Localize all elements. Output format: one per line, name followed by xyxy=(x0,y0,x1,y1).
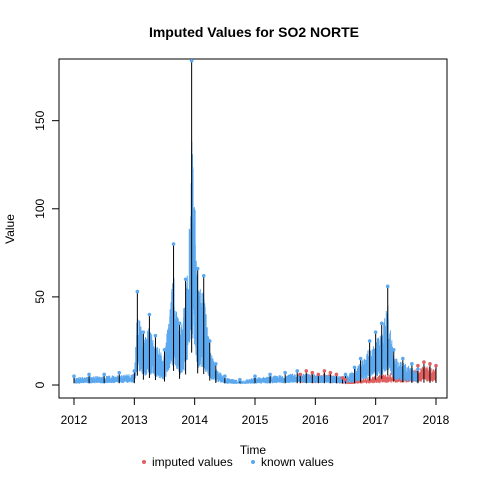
data-point xyxy=(343,372,348,377)
data-point xyxy=(238,377,242,382)
y-axis-label: Value xyxy=(3,214,17,244)
data-point xyxy=(177,321,182,326)
x-tick-label: 2013 xyxy=(121,413,148,427)
data-point xyxy=(102,372,106,377)
y-tick-label: 0 xyxy=(33,381,47,388)
x-tick-label: 2015 xyxy=(242,413,269,427)
legend-label: imputed values xyxy=(152,455,233,469)
data-point xyxy=(189,58,194,63)
data-point xyxy=(304,369,309,373)
x-axis: 2012 2013 2014 2015 2016 2017 2018 xyxy=(61,397,450,427)
data-point xyxy=(253,374,257,378)
y-tick-label: 100 xyxy=(33,198,47,218)
data-point xyxy=(391,347,396,352)
data-point xyxy=(316,372,321,377)
data-point xyxy=(310,370,315,375)
data-point xyxy=(367,339,372,343)
data-point xyxy=(183,277,188,282)
data-point xyxy=(416,367,420,371)
data-point xyxy=(201,273,206,278)
data-point xyxy=(379,321,384,326)
series-lines xyxy=(73,60,437,384)
x-axis-label: Time xyxy=(240,443,267,457)
data-point xyxy=(295,369,300,373)
data-point xyxy=(416,363,420,368)
y-tick-label: 50 xyxy=(33,290,47,304)
x-tick-label: 2016 xyxy=(302,413,329,427)
data-point xyxy=(352,365,357,370)
data-point xyxy=(223,374,227,378)
x-tick-label: 2017 xyxy=(362,413,389,427)
data-point xyxy=(72,374,76,378)
data-point xyxy=(401,356,405,361)
series-points xyxy=(72,58,438,382)
data-point xyxy=(141,330,146,334)
data-point xyxy=(343,377,348,382)
x-tick-label: 2014 xyxy=(181,413,208,427)
data-point xyxy=(385,284,390,289)
data-point xyxy=(147,312,152,317)
data-point xyxy=(328,370,333,375)
data-point xyxy=(195,266,200,271)
data-point xyxy=(268,372,272,377)
y-axis: 0 50 100 150 xyxy=(33,110,60,388)
data-point xyxy=(132,369,137,373)
data-point xyxy=(428,362,432,366)
data-point xyxy=(87,372,91,377)
chart-title: Imputed Values for SO2 NORTE xyxy=(149,24,359,40)
legend-marker xyxy=(251,460,255,464)
data-point xyxy=(153,333,158,338)
data-point xyxy=(207,339,212,343)
data-point xyxy=(171,242,176,246)
data-point xyxy=(298,372,303,377)
y-tick-label: 150 xyxy=(33,110,47,130)
data-point xyxy=(334,372,339,377)
series-texture xyxy=(73,141,419,385)
data-point xyxy=(135,289,140,294)
legend-label: known values xyxy=(261,455,334,469)
data-point xyxy=(410,362,414,366)
data-point xyxy=(358,356,363,361)
x-tick-label: 2012 xyxy=(61,413,88,427)
data-point xyxy=(434,363,438,368)
data-point xyxy=(322,369,327,373)
data-point xyxy=(162,347,167,352)
data-point xyxy=(117,370,122,375)
x-tick-label: 2018 xyxy=(423,413,450,427)
data-point xyxy=(213,362,218,366)
data-point xyxy=(340,376,345,380)
data-point xyxy=(283,370,287,375)
data-point xyxy=(373,330,378,334)
legend-marker xyxy=(142,460,146,464)
data-point xyxy=(422,360,426,364)
legend: imputed values known values xyxy=(142,455,334,469)
